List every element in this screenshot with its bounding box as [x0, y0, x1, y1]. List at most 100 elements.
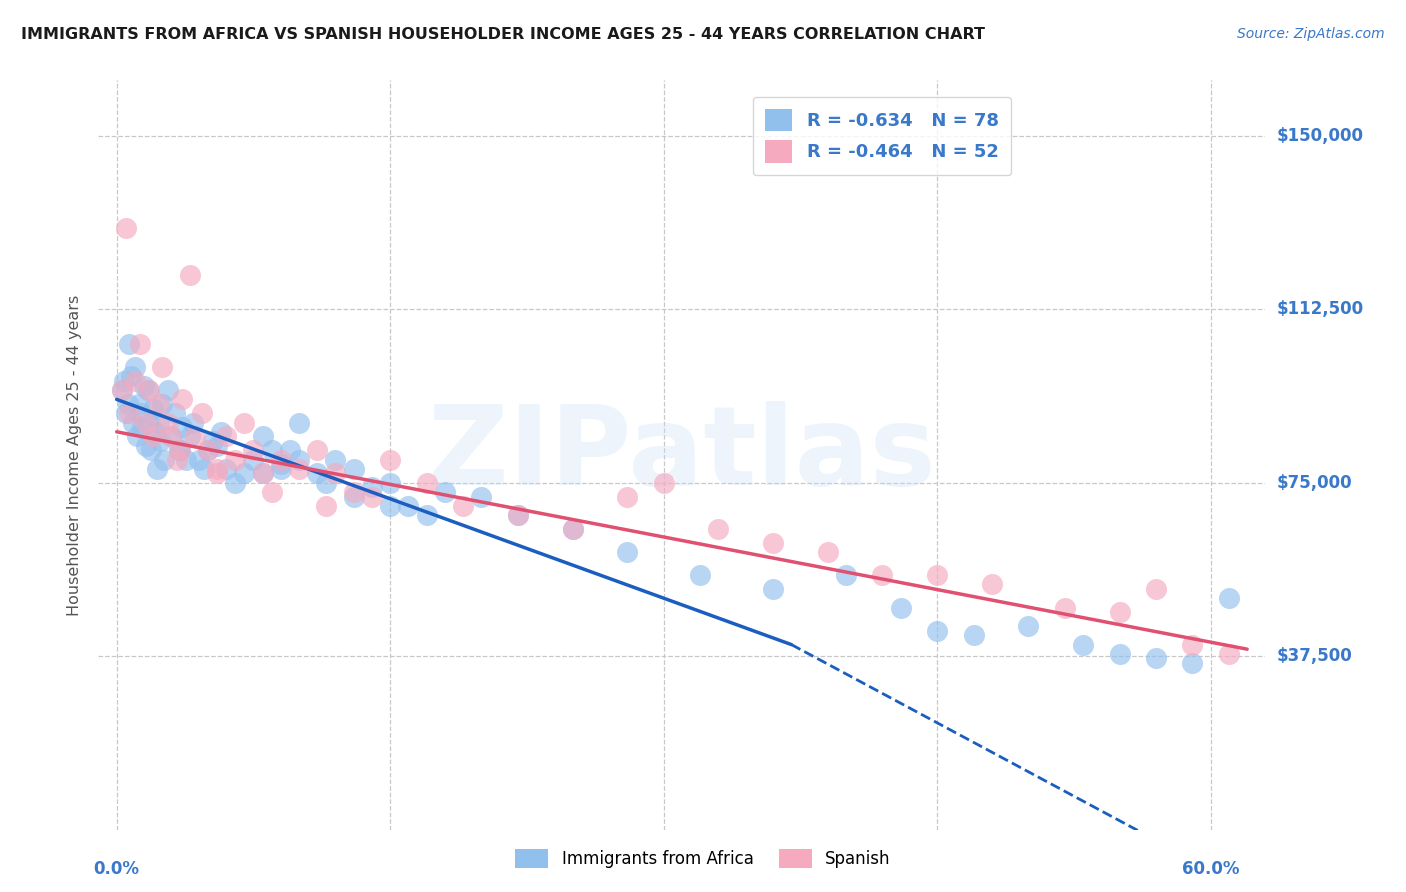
Point [288, 452, 311, 467]
Point [307, 443, 329, 458]
Point [174, 452, 197, 467]
Point [270, 457, 292, 471]
Point [872, 568, 894, 582]
Point [506, 508, 529, 522]
Text: 0.0%: 0.0% [94, 860, 139, 878]
Point [163, 406, 186, 420]
Point [128, 397, 150, 411]
Point [1218, 591, 1240, 606]
Point [270, 462, 292, 476]
Point [122, 416, 145, 430]
Point [652, 475, 675, 490]
Point [150, 397, 173, 411]
Point [252, 429, 274, 443]
Point [707, 522, 730, 536]
Legend: Immigrants from Africa, Spanish: Immigrants from Africa, Spanish [509, 842, 897, 875]
Point [1144, 582, 1167, 596]
Point [209, 425, 232, 439]
Point [112, 374, 135, 388]
Point [325, 452, 347, 467]
Point [252, 467, 274, 481]
Point [288, 416, 311, 430]
Point [233, 416, 256, 430]
Point [146, 462, 169, 476]
Point [561, 522, 583, 536]
Point [197, 443, 219, 458]
Point [1108, 647, 1130, 661]
Point [160, 429, 183, 443]
Point [962, 628, 984, 642]
Text: $75,000: $75,000 [1277, 474, 1353, 491]
Point [616, 490, 638, 504]
Point [817, 545, 839, 559]
Point [114, 406, 136, 420]
Point [315, 499, 337, 513]
Point [111, 383, 134, 397]
Point [169, 443, 191, 458]
Point [197, 443, 219, 458]
Point [315, 475, 337, 490]
Point [278, 443, 301, 458]
Point [135, 416, 157, 430]
Point [433, 484, 456, 499]
Point [1053, 600, 1076, 615]
Point [1017, 619, 1039, 633]
Text: $37,500: $37,500 [1277, 647, 1353, 665]
Point [242, 443, 264, 458]
Point [380, 499, 402, 513]
Point [927, 568, 949, 582]
Point [172, 392, 194, 407]
Point [270, 452, 292, 467]
Point [117, 397, 139, 411]
Point [1181, 656, 1204, 670]
Point [616, 545, 638, 559]
Point [150, 359, 173, 374]
Text: $112,500: $112,500 [1277, 301, 1364, 318]
Point [762, 582, 785, 596]
Point [111, 383, 134, 397]
Point [927, 624, 949, 638]
Text: 60.0%: 60.0% [1182, 860, 1240, 878]
Point [191, 406, 214, 420]
Point [561, 522, 583, 536]
Point [415, 475, 437, 490]
Point [143, 425, 166, 439]
Point [689, 568, 711, 582]
Point [762, 536, 785, 550]
Point [167, 443, 190, 458]
Point [148, 397, 170, 411]
Point [125, 429, 148, 443]
Point [179, 268, 201, 282]
Point [260, 484, 283, 499]
Point [142, 429, 165, 443]
Point [120, 369, 142, 384]
Point [136, 383, 159, 397]
Point [193, 462, 215, 476]
Point [325, 467, 347, 481]
Point [260, 443, 283, 458]
Point [980, 577, 1002, 591]
Point [135, 439, 157, 453]
Point [307, 467, 329, 481]
Point [131, 420, 153, 434]
Point [224, 475, 246, 490]
Point [156, 383, 179, 397]
Point [118, 406, 141, 420]
Point [224, 452, 246, 467]
Point [233, 467, 256, 481]
Legend: R = -0.634   N = 78, R = -0.464   N = 52: R = -0.634 N = 78, R = -0.464 N = 52 [752, 97, 1011, 175]
Point [184, 429, 207, 443]
Point [142, 401, 165, 416]
Point [205, 467, 228, 481]
Point [1218, 647, 1240, 661]
Point [169, 443, 191, 458]
Point [1108, 605, 1130, 619]
Point [242, 452, 264, 467]
Point [118, 337, 141, 351]
Point [1144, 651, 1167, 665]
Point [835, 568, 858, 582]
Point [160, 429, 183, 443]
Point [396, 499, 419, 513]
Point [361, 490, 384, 504]
Point [361, 480, 384, 494]
